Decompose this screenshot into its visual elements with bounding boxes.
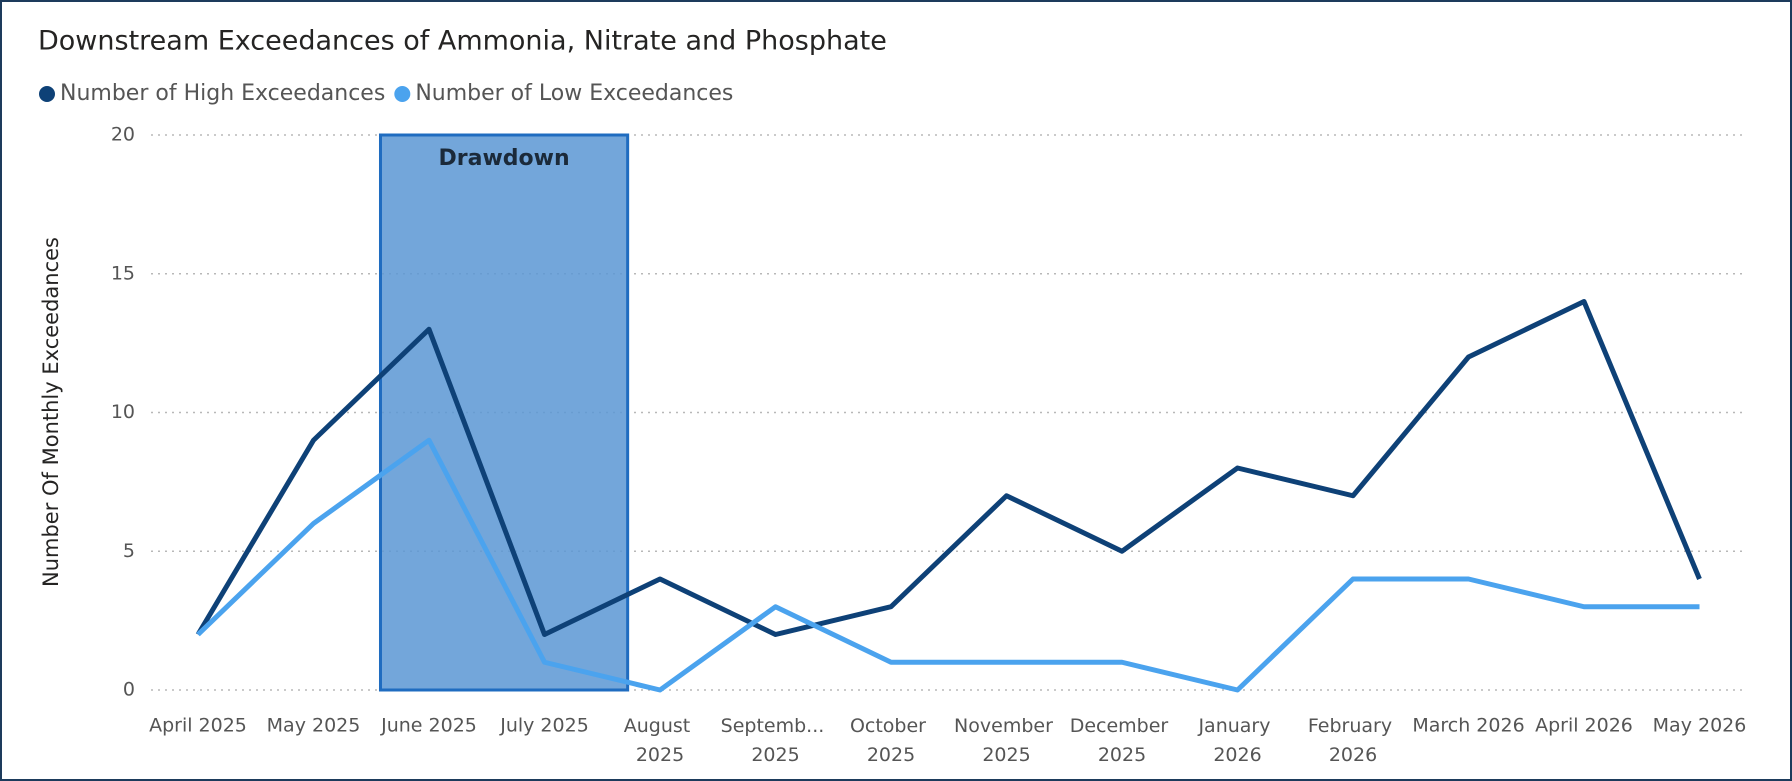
x-tick-label: May 2026 — [1653, 715, 1747, 737]
x-tick-label-line: Septemb... — [721, 715, 831, 737]
y-tick-label: 20 — [111, 124, 135, 146]
x-tick-label-line: 2026 — [1213, 744, 1261, 766]
x-tick-label: October 2025 — [850, 715, 932, 766]
x-tick-label-line: 2026 — [1329, 744, 1377, 766]
legend-marker — [39, 86, 55, 102]
x-tick-label: Septemb... 2025 — [721, 715, 831, 766]
x-tick-label-line: 2025 — [982, 744, 1030, 766]
y-tick-label: 5 — [123, 540, 135, 562]
x-tick-label: August 2025 — [624, 715, 697, 766]
x-tick-label-line: January — [1197, 715, 1276, 737]
x-tick-label: July 2025 — [499, 715, 589, 737]
y-tick-label: 15 — [111, 262, 135, 284]
x-tick-label-line: 2025 — [751, 744, 799, 766]
y-tick-label: 10 — [111, 401, 135, 423]
y-tick-label: 0 — [123, 679, 135, 701]
x-tick-label: May 2025 — [267, 715, 361, 737]
x-tick-label: February 2026 — [1308, 715, 1398, 766]
x-tick-label-line: February — [1308, 715, 1398, 737]
series-line — [195, 299, 1702, 637]
chart-title: Downstream Exceedances of Ammonia, Nitra… — [38, 26, 887, 57]
x-tick-label: March 2026 — [1412, 715, 1524, 737]
x-tick-label: November 2025 — [954, 715, 1059, 766]
x-tick-label-line: 2025 — [636, 744, 684, 766]
x-tick-label-line: October — [850, 715, 932, 737]
series-line — [196, 437, 1700, 693]
x-tick-label-line: 2025 — [1098, 744, 1146, 766]
x-tick-label: April 2025 — [149, 715, 247, 737]
legend-label: Number of Low Exceedances — [415, 81, 733, 106]
annotation-label: Drawdown — [439, 146, 570, 171]
legend-marker — [394, 86, 411, 102]
x-tick-label-line: 2025 — [867, 744, 915, 766]
annotation-band — [378, 133, 630, 692]
y-axis-title: Number Of Monthly Exceedances — [39, 237, 63, 587]
x-tick-label-line: November — [954, 715, 1059, 737]
x-tick-label: January 2026 — [1197, 715, 1276, 766]
x-tick-label: April 2026 — [1535, 715, 1633, 737]
x-tick-label-line: December — [1070, 715, 1175, 737]
x-tick-label-line: August — [624, 715, 697, 737]
legend-label: Number of High Exceedances — [60, 81, 385, 106]
x-tick-label: December 2025 — [1070, 715, 1175, 766]
x-tick-label: June 2025 — [380, 715, 477, 737]
